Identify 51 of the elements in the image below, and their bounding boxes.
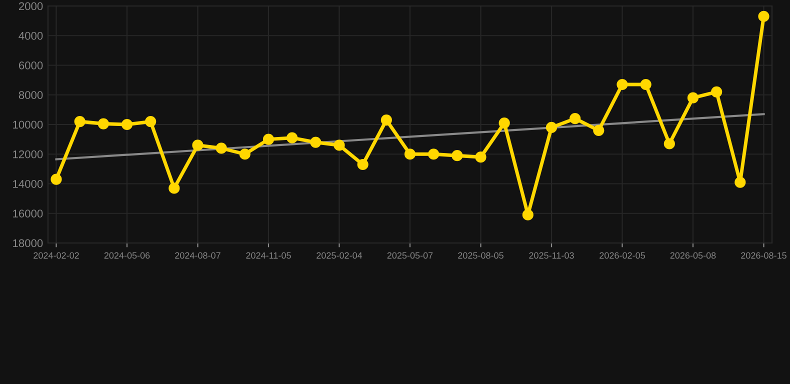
point xyxy=(357,158,368,170)
point xyxy=(570,113,581,124)
point xyxy=(334,140,345,151)
point xyxy=(498,117,510,129)
point xyxy=(664,138,675,150)
point xyxy=(640,78,652,90)
point xyxy=(239,148,250,160)
point xyxy=(404,148,416,160)
x-tick-label: 2026-08-15 xyxy=(741,252,786,259)
x-tick-label: 2026-05-08 xyxy=(670,252,716,259)
point xyxy=(98,118,109,130)
y-tick-label: 10000 xyxy=(13,120,43,129)
point xyxy=(262,134,274,145)
point xyxy=(452,150,463,162)
point xyxy=(50,174,62,185)
point xyxy=(616,78,628,90)
x-tick-label: 2024-08-07 xyxy=(175,252,220,259)
point xyxy=(475,152,486,163)
y-tick-label: 14000 xyxy=(13,180,43,188)
y-tick-label: 6000 xyxy=(18,62,43,70)
x-tick-label: 2024-11-05 xyxy=(246,252,291,259)
x-tick-label: 2024-05-06 xyxy=(104,252,150,259)
y-tick-label: 8000 xyxy=(18,91,43,100)
point xyxy=(74,116,86,128)
point xyxy=(192,140,204,151)
point xyxy=(428,148,440,160)
y-tick-label: 16000 xyxy=(13,210,43,218)
point xyxy=(734,176,746,188)
point xyxy=(216,142,227,154)
point xyxy=(145,116,156,128)
point xyxy=(546,122,558,134)
x-tick-label: 2025-11-03 xyxy=(529,252,574,259)
point xyxy=(593,124,604,136)
point xyxy=(522,209,534,220)
point xyxy=(711,86,722,98)
y-tick-label: 18000 xyxy=(13,239,43,248)
x-tick-label: 2026-02-05 xyxy=(600,252,645,259)
y-tick-label: 12000 xyxy=(13,150,43,158)
x-tick-label: 2025-02-04 xyxy=(316,252,362,259)
x-tick-label: 2024-02-02 xyxy=(34,252,79,259)
point xyxy=(380,114,392,126)
point xyxy=(121,118,133,130)
y-tick-label: 4000 xyxy=(18,32,43,40)
point xyxy=(286,132,298,144)
point xyxy=(168,182,180,194)
point xyxy=(310,136,322,148)
x-tick-label: 2025-05-07 xyxy=(387,252,433,259)
point xyxy=(758,10,770,22)
point xyxy=(687,92,699,104)
x-tick-label: 2025-08-05 xyxy=(458,252,504,259)
y-tick-label: 2000 xyxy=(18,2,43,10)
